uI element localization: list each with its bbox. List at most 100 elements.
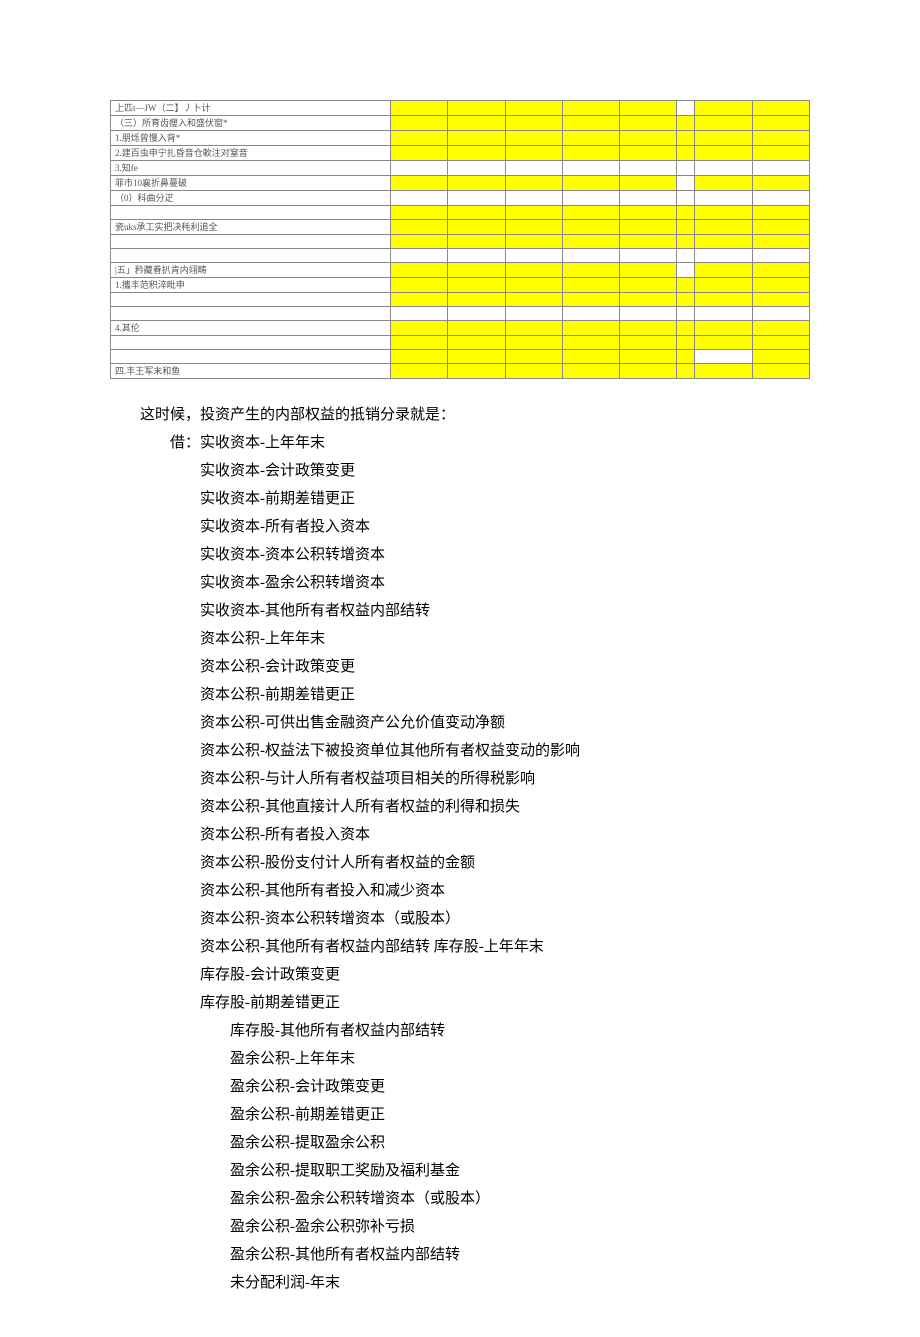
data-cell: [695, 350, 752, 364]
data-cell: [752, 131, 809, 146]
intro-text: 这时候，投资产生的内部权益的抵销分录就是：: [110, 401, 810, 429]
data-cell: [505, 116, 562, 131]
data-cell: [448, 206, 505, 220]
data-cell: [505, 101, 562, 116]
data-cell: [505, 235, 562, 249]
data-cell: [620, 191, 677, 206]
data-cell: [695, 161, 752, 176]
journal-entry-line: 盈余公积-前期差错更正: [110, 1101, 810, 1129]
data-cell: [505, 278, 562, 293]
table-row: 菲市10襄折鼻蔓破: [111, 176, 810, 191]
journal-entry-line: 盈余公积-提取职工奖励及福利基金: [110, 1157, 810, 1185]
row-label: [111, 307, 391, 321]
data-cell: [448, 336, 505, 350]
journal-entry-line: 资本公积-前期差错更正: [110, 681, 810, 709]
table-row: 4.其伦: [111, 321, 810, 336]
data-cell: [677, 116, 695, 131]
row-label: （三）所育齿瘦入和盛伏窗*: [111, 116, 391, 131]
data-cell: [695, 278, 752, 293]
data-cell: [505, 131, 562, 146]
data-cell: [448, 146, 505, 161]
journal-entry-line: 资本公积-其他所有者权益内部结转 库存股-上年年末: [110, 933, 810, 961]
data-cell: [620, 220, 677, 235]
data-cell: [752, 307, 809, 321]
data-cell: [620, 161, 677, 176]
data-cell: [677, 161, 695, 176]
data-cell: [448, 350, 505, 364]
journal-entry-line: 资本公积-上年年末: [110, 625, 810, 653]
row-label: [111, 293, 391, 307]
data-cell: [505, 249, 562, 263]
data-cell: [562, 101, 619, 116]
data-cell: [620, 307, 677, 321]
row-label: 四.丰王军末和鱼: [111, 364, 391, 379]
data-cell: [505, 336, 562, 350]
data-cell: [620, 336, 677, 350]
row-label: 3.知fe: [111, 161, 391, 176]
data-cell: [391, 161, 448, 176]
journal-entry-line: 盈余公积-盈余公积转增资本（或股本）: [110, 1185, 810, 1213]
journal-entry-line: 未分配利润-年末: [110, 1269, 810, 1297]
data-cell: [505, 364, 562, 379]
data-cell: [695, 235, 752, 249]
data-cell: [677, 146, 695, 161]
data-cell: [391, 206, 448, 220]
data-cell: [677, 278, 695, 293]
row-label: [111, 235, 391, 249]
row-label: 菲市10襄折鼻蔓破: [111, 176, 391, 191]
data-cell: [505, 293, 562, 307]
row-label: 上匹t—JW（二】丿卜计: [111, 101, 391, 116]
data-cell: [562, 293, 619, 307]
data-cell: [677, 206, 695, 220]
data-cell: [448, 249, 505, 263]
data-cell: [620, 263, 677, 278]
data-cell: [752, 364, 809, 379]
journal-entry-line: 实收资本-会计政策变更: [110, 457, 810, 485]
data-cell: [448, 220, 505, 235]
data-cell: [752, 336, 809, 350]
data-cell: [677, 263, 695, 278]
data-cell: [620, 131, 677, 146]
data-cell: [562, 263, 619, 278]
data-cell: [677, 235, 695, 249]
table-row: [111, 206, 810, 220]
row-label: [111, 350, 391, 364]
table-row: [111, 350, 810, 364]
data-cell: [695, 249, 752, 263]
data-cell: [620, 293, 677, 307]
data-cell: [620, 176, 677, 191]
data-cell: [391, 293, 448, 307]
data-cell: [695, 364, 752, 379]
data-cell: [677, 220, 695, 235]
journal-entry-line: 资本公积-可供出售金融资产公允价值变动净额: [110, 709, 810, 737]
table-row: 1.攜丰范积淬毗申: [111, 278, 810, 293]
data-cell: [752, 191, 809, 206]
journal-entry-line: 库存股-前期差错更正: [110, 989, 810, 1017]
data-cell: [391, 321, 448, 336]
row-label: [111, 206, 391, 220]
data-cell: [391, 101, 448, 116]
data-cell: [505, 350, 562, 364]
data-cell: [448, 293, 505, 307]
journal-entry-line: 盈余公积-其他所有者权益内部结转: [110, 1241, 810, 1269]
data-cell: [391, 249, 448, 263]
journal-entry-line: 实收资本-盈余公积转增资本: [110, 569, 810, 597]
table-row: 四.丰王军末和鱼: [111, 364, 810, 379]
data-cell: [562, 220, 619, 235]
table-row: [111, 249, 810, 263]
data-cell: [620, 101, 677, 116]
data-cell: [677, 321, 695, 336]
data-cell: [562, 321, 619, 336]
data-cell: [695, 321, 752, 336]
journal-entry-line: 盈余公积-会计政策变更: [110, 1073, 810, 1101]
data-cell: [448, 321, 505, 336]
data-cell: [391, 116, 448, 131]
data-cell: [562, 131, 619, 146]
data-cell: [562, 364, 619, 379]
data-cell: [505, 191, 562, 206]
data-cell: [695, 307, 752, 321]
data-cell: [752, 116, 809, 131]
data-cell: [752, 263, 809, 278]
data-cell: [752, 235, 809, 249]
data-cell: [448, 131, 505, 146]
